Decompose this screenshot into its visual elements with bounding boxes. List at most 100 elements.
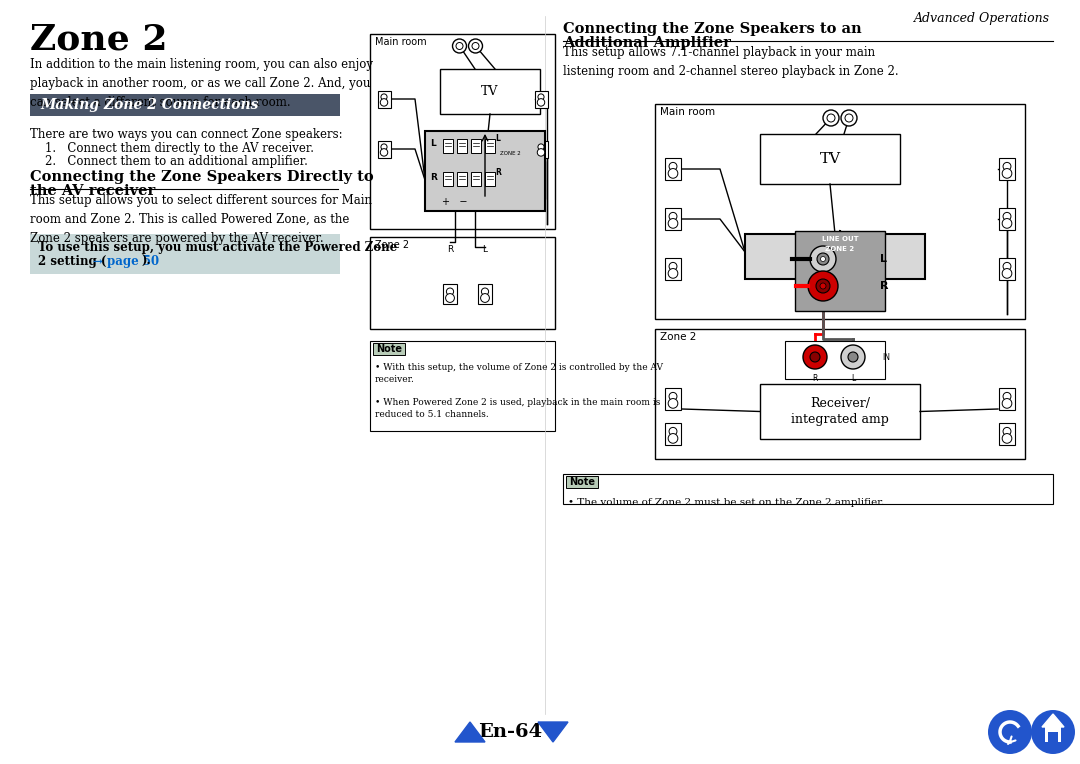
Text: To use this setup, you must activate the Powered Zone: To use this setup, you must activate the…: [38, 241, 397, 254]
Text: R: R: [880, 281, 889, 291]
Text: This setup allows you to select different sources for Main
room and Zone 2. This: This setup allows you to select differen…: [30, 194, 372, 245]
Circle shape: [381, 144, 387, 150]
Bar: [785, 341, 885, 379]
Text: +   −: + −: [442, 197, 468, 207]
Circle shape: [669, 399, 678, 408]
Text: the AV receiver: the AV receiver: [30, 184, 156, 198]
Circle shape: [669, 427, 677, 435]
Circle shape: [1002, 169, 1012, 178]
Circle shape: [669, 262, 677, 270]
Bar: [999, 388, 1015, 410]
Bar: [471, 172, 481, 186]
Polygon shape: [538, 722, 568, 742]
Text: L: L: [851, 374, 855, 383]
Circle shape: [482, 288, 488, 295]
Polygon shape: [455, 722, 485, 742]
Bar: [665, 158, 681, 180]
Bar: [370, 341, 555, 431]
Circle shape: [1003, 393, 1011, 400]
Bar: [760, 134, 900, 184]
Text: Additional Amplifier: Additional Amplifier: [563, 36, 731, 50]
Bar: [665, 258, 681, 280]
Bar: [999, 158, 1015, 180]
Bar: [457, 172, 467, 186]
Text: L: L: [495, 134, 500, 143]
Text: R: R: [447, 245, 454, 254]
Text: Connecting the Zone Speakers Directly to: Connecting the Zone Speakers Directly to: [30, 170, 374, 184]
Circle shape: [816, 253, 829, 265]
Circle shape: [810, 246, 836, 272]
Circle shape: [669, 163, 677, 170]
Bar: [373, 343, 405, 355]
Text: 2.   Connect them to an additional amplifier.: 2. Connect them to an additional amplifi…: [45, 155, 308, 168]
Text: ).: ).: [141, 255, 150, 268]
Bar: [999, 208, 1015, 230]
Text: Making Zone 2 Connections: Making Zone 2 Connections: [40, 98, 258, 112]
Text: In addition to the main listening room, you can also enjoy
playback in another r: In addition to the main listening room, …: [30, 58, 373, 109]
Circle shape: [1002, 399, 1012, 408]
Bar: [654, 104, 1025, 319]
Circle shape: [1002, 269, 1012, 278]
Bar: [443, 139, 453, 153]
Polygon shape: [1042, 714, 1064, 727]
Circle shape: [845, 114, 853, 122]
Circle shape: [453, 39, 467, 53]
Bar: [378, 90, 391, 108]
Text: Note: Note: [376, 344, 402, 354]
Circle shape: [848, 352, 858, 362]
Text: TV: TV: [482, 85, 499, 98]
Text: En-64: En-64: [478, 723, 542, 741]
Text: R: R: [430, 173, 437, 182]
Circle shape: [537, 99, 544, 106]
Text: AV receiver: AV receiver: [453, 175, 517, 185]
Circle shape: [537, 149, 544, 156]
Bar: [760, 384, 920, 439]
Text: L: L: [880, 254, 887, 264]
Circle shape: [988, 710, 1032, 754]
Circle shape: [669, 393, 677, 400]
Circle shape: [823, 110, 839, 126]
Bar: [1048, 732, 1058, 742]
Bar: [485, 172, 495, 186]
Circle shape: [446, 288, 454, 295]
Bar: [795, 231, 885, 311]
Text: L: L: [430, 139, 435, 148]
Circle shape: [841, 345, 865, 369]
Circle shape: [816, 279, 831, 293]
Bar: [30, 94, 340, 116]
Bar: [999, 423, 1015, 445]
Bar: [535, 90, 548, 108]
Circle shape: [1031, 710, 1075, 754]
Circle shape: [804, 345, 827, 369]
Bar: [443, 172, 453, 186]
Circle shape: [1003, 163, 1011, 170]
Circle shape: [381, 94, 387, 100]
Circle shape: [669, 169, 678, 178]
Text: 1.   Connect them directly to the AV receiver.: 1. Connect them directly to the AV recei…: [45, 142, 314, 155]
Text: integrated amp: integrated amp: [791, 413, 889, 426]
Bar: [665, 388, 681, 410]
Bar: [370, 34, 555, 229]
Circle shape: [669, 269, 678, 278]
Text: Note: Note: [569, 477, 595, 487]
Bar: [485, 139, 495, 153]
Bar: [443, 284, 457, 304]
Circle shape: [380, 99, 388, 106]
Bar: [457, 139, 467, 153]
Circle shape: [1003, 427, 1011, 435]
Circle shape: [380, 149, 388, 156]
Text: Zone 2: Zone 2: [30, 22, 167, 56]
Bar: [654, 329, 1025, 459]
Text: 2 setting (: 2 setting (: [38, 255, 106, 268]
Text: IN: IN: [882, 352, 890, 361]
Bar: [999, 258, 1015, 280]
Circle shape: [469, 39, 483, 53]
Bar: [535, 141, 548, 157]
Text: R: R: [495, 168, 501, 177]
Text: AV receiver: AV receiver: [794, 250, 876, 264]
Circle shape: [538, 144, 544, 150]
Circle shape: [1002, 433, 1012, 443]
Bar: [471, 139, 481, 153]
Circle shape: [446, 293, 455, 303]
Bar: [566, 476, 598, 488]
